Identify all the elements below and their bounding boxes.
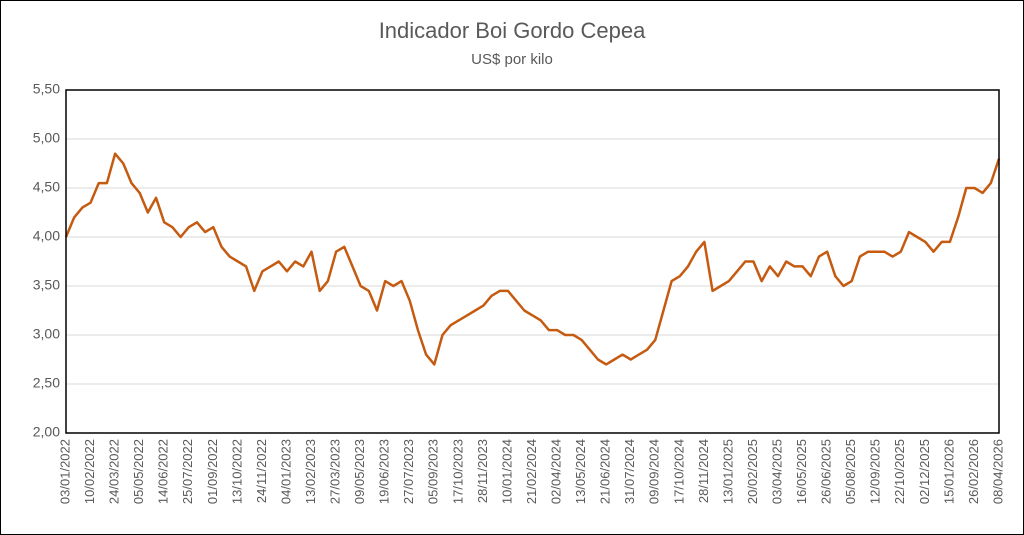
line-series: [64, 152, 1001, 366]
x-tick-label: 02/04/2024: [548, 439, 563, 504]
x-tick-label: 20/02/2025: [745, 439, 760, 504]
x-tick-label: 13/02/2023: [303, 439, 318, 504]
x-tick-label: 24/03/2022: [107, 439, 122, 504]
x-tick-label: 04/01/2023: [278, 439, 293, 504]
y-tick-label: 3,50: [33, 277, 60, 293]
x-tick-label: 01/09/2022: [205, 439, 220, 504]
y-tick-label: 3,00: [33, 326, 60, 342]
x-tick-label: 27/07/2023: [401, 439, 416, 504]
x-tick-label: 10/01/2024: [499, 439, 514, 504]
x-tick-label: 24/11/2022: [254, 439, 269, 503]
y-tick-label: 4,50: [33, 179, 60, 195]
x-tick-label: 03/01/2022: [57, 439, 72, 504]
y-tick-label: 2,00: [33, 424, 60, 440]
chart-title: Indicador Boi Gordo Cepea: [379, 18, 646, 43]
plot-border: [65, 89, 1000, 434]
x-tick-label: 13/05/2024: [573, 439, 588, 504]
x-tick-label: 13/01/2025: [720, 439, 735, 504]
x-tick-label: 05/09/2023: [426, 439, 441, 504]
x-tick-label: 26/02/2026: [966, 439, 981, 504]
x-tick-label: 09/05/2023: [352, 439, 367, 504]
x-tick-label: 21/06/2024: [598, 439, 613, 504]
x-tick-label: 19/06/2023: [377, 439, 392, 504]
x-tick-label: 31/07/2024: [622, 439, 637, 504]
y-tick-label: 2,50: [33, 375, 60, 391]
x-tick-label: 03/04/2025: [769, 439, 784, 504]
x-tick-label: 21/02/2024: [524, 439, 539, 504]
x-tick-label: 17/10/2024: [671, 439, 686, 504]
x-tick-label: 25/07/2022: [180, 439, 195, 504]
x-tick-label: 17/10/2023: [450, 439, 465, 504]
x-tick-label: 22/10/2025: [892, 439, 907, 504]
chart-subtitle: US$ por kilo: [471, 51, 553, 68]
x-tick-label: 16/05/2025: [794, 439, 809, 504]
x-tick-label: 26/06/2025: [819, 439, 834, 504]
x-tick-label: 15/01/2026: [941, 439, 956, 504]
y-tick-label: 5,00: [33, 130, 60, 146]
x-tick-label: 12/09/2025: [868, 439, 883, 504]
x-tick-label: 09/09/2024: [647, 439, 662, 504]
x-tick-label: 14/06/2022: [156, 439, 171, 504]
x-tick-label: 28/11/2023: [475, 439, 490, 503]
x-tick-label: 28/11/2024: [696, 439, 711, 503]
x-tick-label: 27/03/2023: [328, 439, 343, 504]
x-tick-label: 05/08/2025: [843, 439, 858, 504]
x-tick-label: 02/12/2025: [917, 439, 932, 504]
x-tick-label: 13/10/2022: [229, 439, 244, 504]
x-tick-label: 10/02/2022: [82, 439, 97, 504]
y-tick-label: 4,00: [33, 228, 60, 244]
x-tick-label: 08/04/2026: [990, 439, 1005, 504]
x-tick-label: 05/05/2022: [131, 439, 146, 504]
y-tick-label: 5,50: [33, 81, 60, 97]
